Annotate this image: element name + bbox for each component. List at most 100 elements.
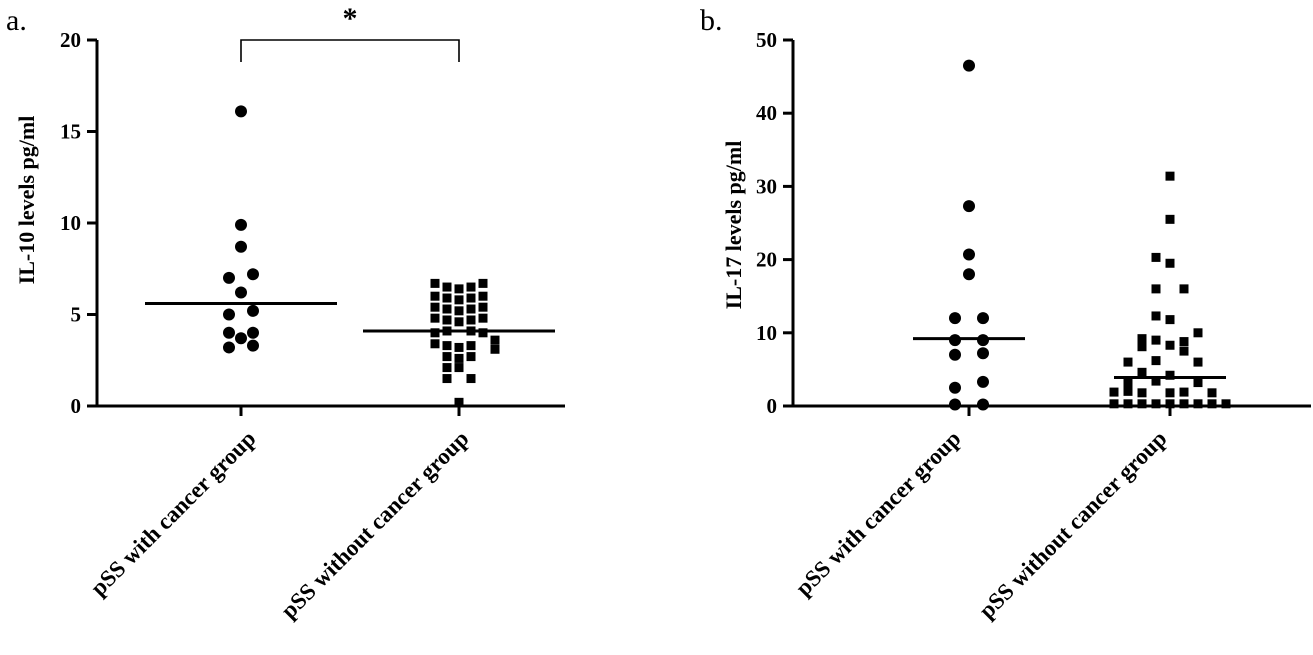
data-point-b — [1165, 370, 1175, 380]
data-point-b — [1151, 376, 1161, 386]
data-point-b — [977, 398, 989, 411]
data-point-a — [247, 339, 259, 352]
data-point-b — [1165, 258, 1175, 268]
category-label-b: pSS with cancer group — [791, 426, 966, 601]
data-point-a — [430, 278, 440, 288]
y-tick-label-b: 0 — [767, 394, 778, 418]
data-point-b — [1179, 346, 1189, 356]
data-point-b — [1109, 399, 1119, 409]
y-tick-label-a: 15 — [60, 120, 81, 144]
data-point-a — [442, 293, 452, 303]
data-point-a — [430, 328, 440, 338]
data-point-b — [1165, 399, 1175, 409]
data-point-b — [1207, 388, 1217, 398]
data-point-b — [949, 348, 961, 361]
data-point-b — [1165, 315, 1175, 325]
data-point-b — [1109, 387, 1119, 397]
data-point-b — [1137, 367, 1147, 377]
data-point-b — [949, 398, 961, 411]
data-point-a — [430, 339, 440, 349]
data-point-a — [454, 353, 464, 363]
data-point-b — [963, 268, 975, 281]
data-point-b — [1137, 388, 1147, 398]
data-point-b — [977, 347, 989, 360]
data-point-a — [430, 313, 440, 323]
data-point-b — [963, 248, 975, 261]
data-point-a — [235, 218, 247, 231]
panel-label-b: b. — [700, 4, 723, 37]
data-point-a — [223, 341, 235, 354]
data-point-b — [963, 59, 975, 72]
data-point-a — [478, 291, 488, 301]
data-point-a — [478, 278, 488, 288]
data-point-b — [1151, 399, 1161, 409]
data-point-b — [1151, 356, 1161, 366]
data-point-a — [223, 308, 235, 321]
data-point-b — [1207, 399, 1217, 409]
data-point-a — [223, 326, 235, 339]
significance-bracket-a — [240, 39, 460, 62]
data-point-a — [478, 302, 488, 312]
data-point-b — [949, 381, 961, 394]
data-point-b — [1193, 357, 1203, 367]
category-label-b: pSS without cancer group — [974, 426, 1171, 623]
data-point-b — [1165, 388, 1175, 398]
data-point-a — [247, 326, 259, 339]
data-point-b — [963, 200, 975, 213]
data-point-b — [1123, 357, 1133, 367]
data-point-a — [235, 240, 247, 253]
data-point-b — [977, 312, 989, 325]
data-point-a — [430, 291, 440, 301]
data-point-b — [1151, 252, 1161, 262]
data-point-a — [454, 363, 464, 373]
data-point-a — [223, 271, 235, 284]
data-point-b — [1123, 399, 1133, 409]
data-point-b — [977, 375, 989, 388]
data-point-a — [478, 313, 488, 323]
data-point-a — [442, 304, 452, 314]
data-point-a — [235, 105, 247, 118]
data-point-a — [247, 304, 259, 317]
data-point-b — [1151, 335, 1161, 345]
data-point-b — [1123, 386, 1133, 396]
data-point-b — [1151, 284, 1161, 294]
y-axis-title-a: IL-10 levels pg/ml — [14, 116, 39, 285]
data-point-a — [247, 268, 259, 281]
data-point-b — [1137, 334, 1147, 344]
data-point-a — [466, 352, 476, 362]
data-point-b — [1193, 399, 1203, 409]
y-tick-label-a: 20 — [60, 28, 81, 52]
y-tick-label-a: 0 — [71, 394, 82, 418]
data-point-b — [1179, 337, 1189, 347]
data-point-a — [466, 304, 476, 314]
y-tick-label-b: 40 — [756, 101, 777, 125]
data-point-a — [442, 374, 452, 384]
data-point-a — [490, 335, 500, 345]
data-point-b — [1137, 399, 1147, 409]
data-point-a — [235, 286, 247, 299]
category-label-a: pSS without cancer group — [276, 426, 473, 623]
data-point-b — [1165, 340, 1175, 350]
y-tick-label-b: 50 — [756, 28, 777, 52]
data-point-b — [1179, 284, 1189, 294]
data-point-a — [442, 341, 452, 351]
y-axis-title-b: IL-17 levels pg/ml — [721, 141, 746, 310]
data-point-a — [466, 315, 476, 325]
y-tick-label-a: 10 — [60, 211, 81, 235]
y-tick-label-a: 5 — [71, 303, 82, 327]
chart-il10: a. IL-10 levels pg/ml 0 5 10 15 20 pSS with c… — [6, 2, 565, 623]
data-point-a — [454, 306, 464, 316]
y-tick-label-b: 30 — [756, 174, 777, 198]
data-point-a — [442, 282, 452, 292]
chart-il17: b. IL-17 levels pg/ml 0 10 20 30 40 50 pSS wit… — [700, 4, 1311, 623]
data-point-a — [454, 284, 464, 294]
category-label-a: pSS with cancer group — [86, 426, 261, 601]
data-point-a — [442, 363, 452, 373]
data-point-a — [442, 352, 452, 362]
data-point-b — [1193, 378, 1203, 388]
significance-star-a: * — [343, 2, 358, 35]
data-point-b — [1165, 171, 1175, 181]
data-point-a — [454, 397, 464, 407]
data-point-b — [949, 312, 961, 325]
